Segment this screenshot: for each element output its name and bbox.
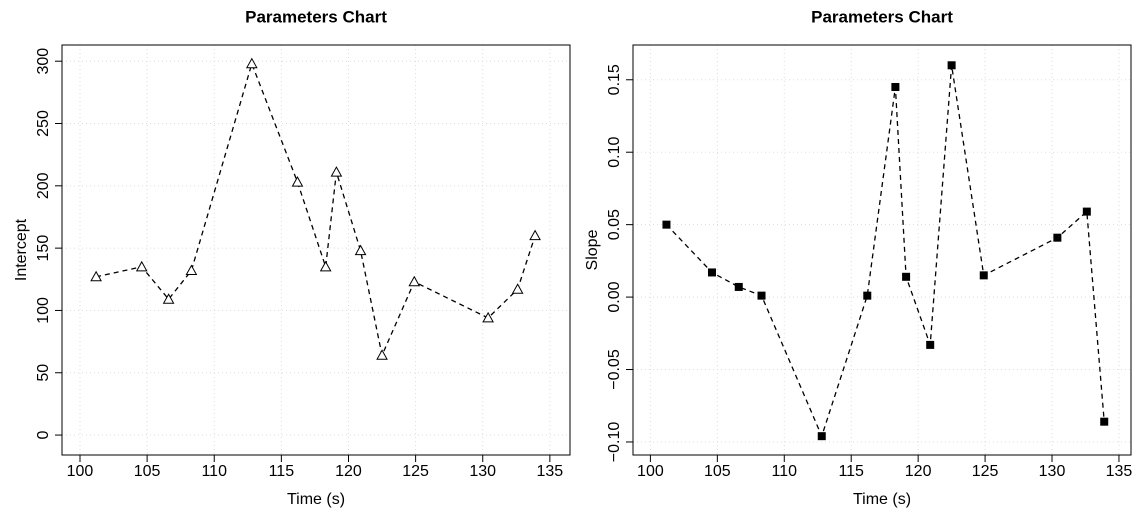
marker: [863, 291, 872, 300]
x-tick-label: 125: [972, 463, 999, 480]
y-tick-label: −0.05: [606, 349, 623, 390]
x-axis-label: Time (s): [287, 491, 345, 508]
marker: [135, 260, 148, 272]
marker: [354, 244, 367, 256]
marker: [662, 220, 671, 229]
y-tick-label: 50: [35, 364, 52, 382]
y-axis-label: Intercept: [13, 218, 30, 281]
y-tick-label: −0.10: [606, 422, 623, 463]
chart-title: Parameters Chart: [245, 7, 387, 26]
y-tick-label: 0.05: [606, 209, 623, 240]
marker: [902, 272, 911, 281]
x-tick-label: 110: [772, 463, 798, 480]
x-tick-label: 135: [1106, 463, 1133, 480]
marker: [90, 270, 102, 282]
marker: [1082, 207, 1091, 216]
marker: [1053, 233, 1062, 242]
marker: [707, 268, 716, 277]
marker: [162, 293, 175, 304]
marker: [817, 432, 826, 441]
y-axis-label: Slope: [584, 229, 601, 270]
marker: [408, 275, 421, 287]
x-tick-label: 105: [134, 463, 161, 480]
plot-box: [61, 44, 571, 456]
y-tick-label: 100: [35, 297, 52, 324]
y-tick-label: 0.15: [606, 64, 623, 95]
x-tick-label: 115: [838, 463, 864, 480]
marker: [482, 311, 494, 323]
marker: [926, 340, 935, 349]
series-line: [665, 65, 1105, 439]
x-axis-label: Time (s): [853, 491, 911, 508]
y-tick-label: 300: [35, 48, 52, 75]
marker: [330, 166, 343, 177]
marker: [319, 260, 332, 272]
marker: [511, 283, 524, 294]
marker: [529, 229, 541, 241]
marker: [891, 83, 900, 92]
x-tick-label: 135: [537, 463, 564, 480]
x-tick-label: 130: [469, 463, 496, 480]
x-tick-label: 100: [67, 463, 94, 480]
y-tick-label: 150: [35, 235, 52, 262]
x-tick-label: 110: [201, 463, 227, 480]
chart-title: Parameters Chart: [811, 7, 953, 26]
series-line: [95, 61, 536, 358]
plot-box: [632, 44, 1132, 456]
marker: [245, 57, 258, 69]
marker: [291, 176, 304, 187]
marker: [947, 61, 956, 70]
y-tick-label: 0: [35, 431, 52, 440]
x-tick-label: 100: [637, 463, 664, 480]
x-tick-label: 130: [1039, 463, 1066, 480]
x-tick-label: 120: [905, 463, 932, 480]
marker: [734, 282, 743, 291]
y-tick-label: 0.00: [606, 281, 623, 312]
marker: [1100, 417, 1109, 426]
marker: [185, 264, 198, 276]
x-tick-label: 105: [704, 463, 731, 480]
marker: [376, 349, 388, 360]
y-tick-label: 0.10: [606, 137, 623, 168]
x-tick-label: 115: [269, 463, 295, 480]
y-tick-label: 250: [35, 110, 52, 137]
y-tick-label: 200: [35, 172, 52, 199]
marker: [979, 271, 988, 280]
x-tick-label: 120: [335, 463, 362, 480]
marker: [757, 291, 766, 300]
x-tick-label: 125: [402, 463, 429, 480]
